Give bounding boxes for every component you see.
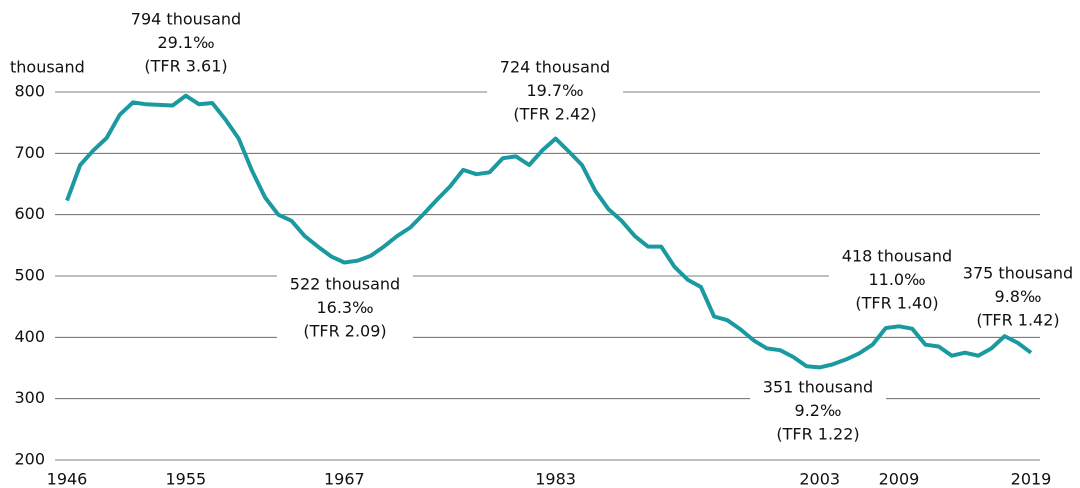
annotation: 9.8‰ — [995, 287, 1042, 306]
x-tick-label: 1983 — [535, 470, 576, 488]
annotation: (TFR 1.40) — [855, 294, 938, 313]
annotation: (TFR 1.22) — [776, 425, 859, 444]
y-axis-label: thousand — [10, 58, 85, 77]
x-tick-label: 1955 — [165, 470, 206, 488]
annotation: 9.2‰ — [795, 401, 842, 420]
annotation-background — [487, 56, 623, 127]
x-tick-label: 1946 — [47, 470, 88, 488]
annotation-background — [118, 8, 254, 79]
annotation: 724 thousand — [500, 58, 610, 77]
annotation: 19.7‰ — [526, 81, 583, 100]
annotation-background — [750, 376, 886, 447]
line-series — [65, 93, 1033, 370]
x-tick-label: 2003 — [799, 470, 840, 488]
annotation: (TFR 2.09) — [303, 322, 386, 341]
annotation-background — [829, 245, 965, 316]
annotation: 29.1‰ — [157, 33, 214, 52]
annotation: (TFR 2.42) — [513, 105, 596, 124]
y-tick-label: 700 — [14, 143, 45, 162]
annotation: 11.0‰ — [868, 270, 925, 289]
x-tick-label: 2019 — [1011, 470, 1052, 488]
x-tick-label: 1967 — [324, 470, 365, 488]
annotation: 794 thousand — [131, 10, 241, 29]
y-tick-label: 800 — [14, 82, 45, 101]
annotation: 418 thousand — [842, 247, 952, 266]
y-tick-label: 400 — [14, 327, 45, 346]
y-tick-label: 600 — [14, 204, 45, 223]
annotation: 522 thousand — [290, 275, 400, 294]
annotation: (TFR 1.42) — [976, 311, 1059, 330]
annotation: 375 thousand — [963, 264, 1073, 283]
annotation: 351 thousand — [763, 378, 873, 397]
y-tick-label: 500 — [14, 266, 45, 285]
annotation: (TFR 3.61) — [144, 57, 227, 76]
annotation-background — [277, 273, 413, 344]
annotation-background — [950, 262, 1080, 333]
y-tick-label: 300 — [14, 388, 45, 407]
annotation: 16.3‰ — [316, 298, 373, 317]
x-tick-label: 2009 — [879, 470, 920, 488]
y-tick-label: 200 — [14, 450, 45, 469]
